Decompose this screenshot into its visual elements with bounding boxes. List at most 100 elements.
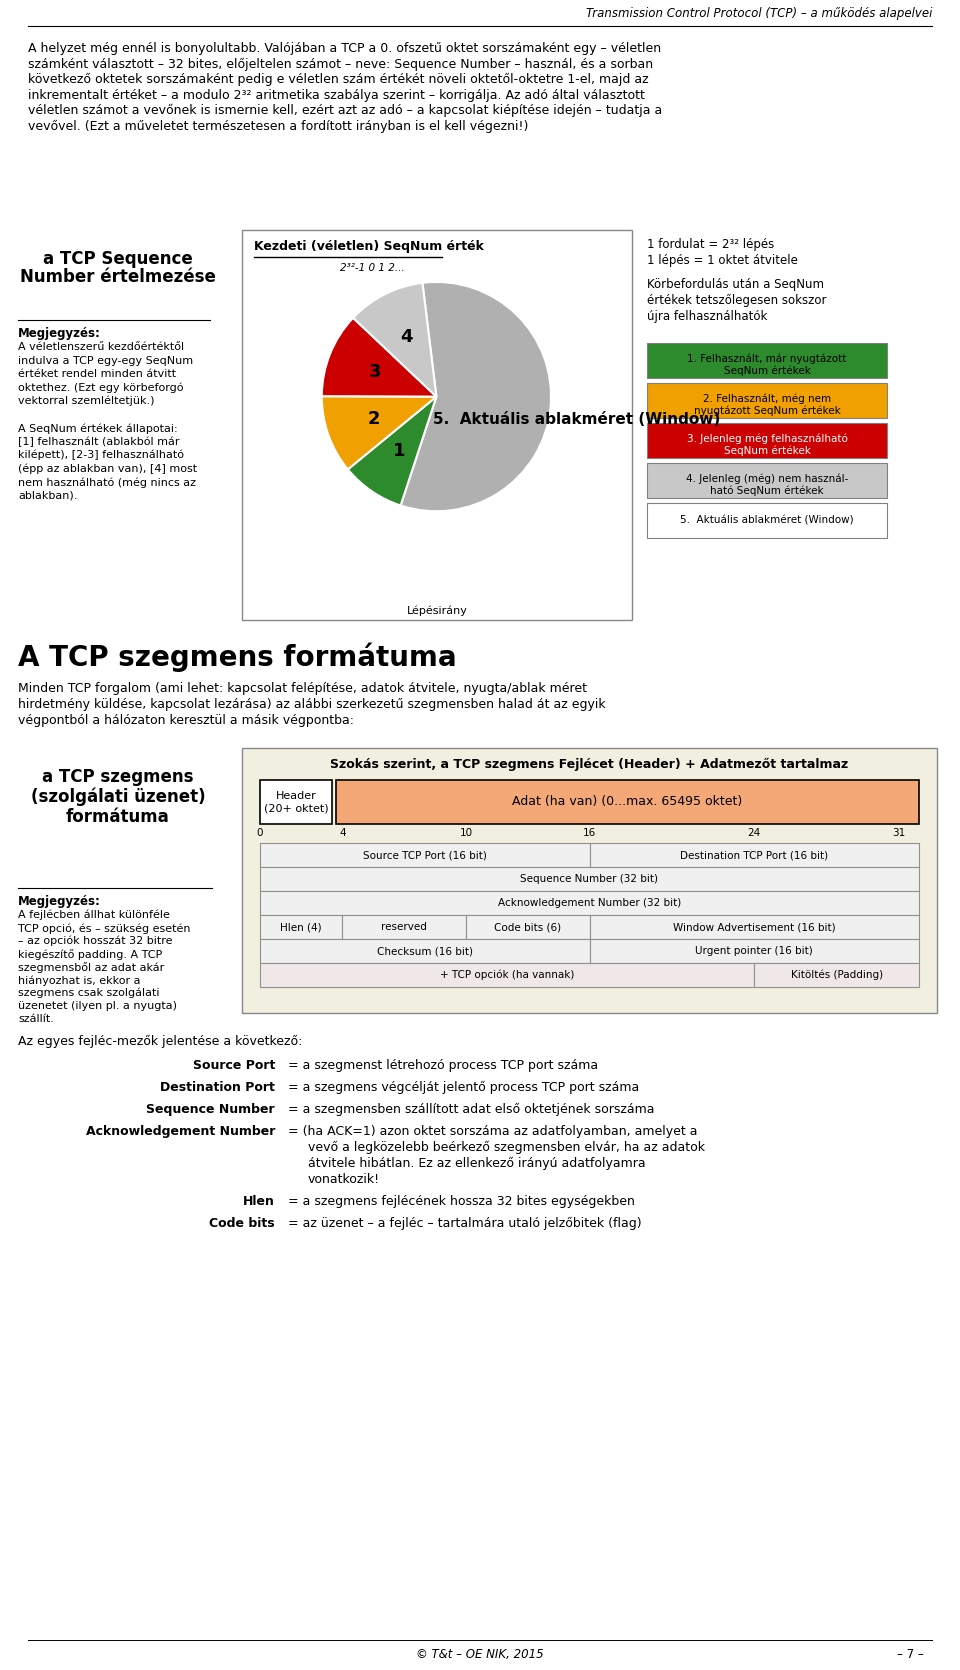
Text: (épp az ablakban van), [4] most: (épp az ablakban van), [4] most bbox=[18, 464, 197, 474]
Text: Source Port: Source Port bbox=[193, 1059, 275, 1072]
Text: értékek tetszőlegesen sokszor: értékek tetszőlegesen sokszor bbox=[647, 294, 827, 307]
FancyBboxPatch shape bbox=[466, 915, 589, 939]
Text: Transmission Control Protocol (TCP) – a működés alapelvei: Transmission Control Protocol (TCP) – a … bbox=[586, 7, 932, 20]
FancyBboxPatch shape bbox=[260, 867, 919, 892]
Text: A véletlenszerű kezdőértéktől: A véletlenszerű kezdőértéktől bbox=[18, 342, 184, 352]
FancyBboxPatch shape bbox=[242, 230, 632, 620]
Text: 1 fordulat = 2³² lépés: 1 fordulat = 2³² lépés bbox=[647, 239, 775, 250]
FancyBboxPatch shape bbox=[647, 463, 887, 498]
Text: 4: 4 bbox=[400, 329, 413, 346]
Text: 1: 1 bbox=[393, 443, 405, 461]
Text: A TCP szegmens formátuma: A TCP szegmens formátuma bbox=[18, 641, 457, 671]
FancyBboxPatch shape bbox=[647, 503, 887, 538]
FancyBboxPatch shape bbox=[647, 423, 887, 458]
Text: Acknowledgement Number: Acknowledgement Number bbox=[85, 1126, 275, 1137]
Text: szegmens csak szolgálati: szegmens csak szolgálati bbox=[18, 989, 159, 999]
Text: végpontból a hálózaton keresztül a másik végpontba:: végpontból a hálózaton keresztül a másik… bbox=[18, 715, 354, 726]
FancyBboxPatch shape bbox=[647, 342, 887, 377]
Text: © T&t – OE NIK, 2015: © T&t – OE NIK, 2015 bbox=[417, 1648, 543, 1662]
Text: következő oktetek sorszámaként pedig e véletlen szám értékét növeli oktetől-okte: következő oktetek sorszámaként pedig e v… bbox=[28, 73, 649, 87]
Text: Szokás szerint, a TCP szegmens Fejlécet (Header) + Adatmezőt tartalmaz: Szokás szerint, a TCP szegmens Fejlécet … bbox=[330, 758, 849, 772]
Text: Az egyes fejléc-mezők jelentése a következő:: Az egyes fejléc-mezők jelentése a követk… bbox=[18, 1035, 302, 1049]
Text: = az üzenet – a fejléc – tartalmára utaló jelzőbitek (flag): = az üzenet – a fejléc – tartalmára utal… bbox=[288, 1217, 641, 1231]
Text: 3. Jelenleg még felhasználható: 3. Jelenleg még felhasználható bbox=[686, 433, 848, 444]
Text: vevő a legközelebb beérkező szegmensben elvár, ha az adatok: vevő a legközelebb beérkező szegmensben … bbox=[308, 1141, 705, 1154]
Text: vonatkozik!: vonatkozik! bbox=[308, 1172, 380, 1186]
Text: kiegészítő padding. A TCP: kiegészítő padding. A TCP bbox=[18, 949, 162, 960]
Text: 5.  Aktuális ablakméret (Window): 5. Aktuális ablakméret (Window) bbox=[681, 516, 853, 526]
Text: 5.  Aktuális ablakméret (Window): 5. Aktuális ablakméret (Window) bbox=[433, 412, 720, 428]
Wedge shape bbox=[353, 282, 437, 396]
Text: Acknowledgement Number (32 bit): Acknowledgement Number (32 bit) bbox=[498, 898, 682, 908]
Wedge shape bbox=[322, 396, 437, 469]
Text: TCP opció, és – szükség esetén: TCP opció, és – szükség esetén bbox=[18, 924, 190, 934]
FancyBboxPatch shape bbox=[260, 892, 919, 915]
Text: átvitele hibátlan. Ez az ellenkező irányú adatfolyamra: átvitele hibátlan. Ez az ellenkező irány… bbox=[308, 1157, 646, 1171]
Text: Hlen (4): Hlen (4) bbox=[280, 922, 322, 932]
Text: = (ha ACK=1) azon oktet sorszáma az adatfolyamban, amelyet a: = (ha ACK=1) azon oktet sorszáma az adat… bbox=[288, 1126, 698, 1137]
Text: Adat (ha van) (0...max. 65495 oktet): Adat (ha van) (0...max. 65495 oktet) bbox=[513, 795, 743, 808]
Text: Sequence Number: Sequence Number bbox=[146, 1102, 275, 1116]
Text: értéket rendel minden átvitt: értéket rendel minden átvitt bbox=[18, 369, 176, 379]
Text: + TCP opciók (ha vannak): + TCP opciók (ha vannak) bbox=[440, 970, 574, 980]
Text: [1] felhasznált (ablakból már: [1] felhasznált (ablakból már bbox=[18, 436, 180, 448]
Text: a TCP szegmens: a TCP szegmens bbox=[42, 768, 194, 787]
Text: hiányozhat is, ekkor a: hiányozhat is, ekkor a bbox=[18, 975, 140, 985]
FancyBboxPatch shape bbox=[260, 939, 589, 964]
FancyBboxPatch shape bbox=[260, 964, 755, 987]
Text: 2³²-1 0 1 2...: 2³²-1 0 1 2... bbox=[340, 262, 404, 272]
Text: indulva a TCP egy-egy SeqNum: indulva a TCP egy-egy SeqNum bbox=[18, 356, 193, 366]
Text: szállít.: szállít. bbox=[18, 1014, 54, 1024]
FancyBboxPatch shape bbox=[336, 780, 919, 823]
Text: Minden TCP forgalom (ami lehet: kapcsolat felépítése, adatok átvitele, nyugta/ab: Minden TCP forgalom (ami lehet: kapcsola… bbox=[18, 681, 587, 695]
Text: 10: 10 bbox=[460, 828, 472, 838]
Text: – 7 –: – 7 – bbox=[897, 1648, 924, 1662]
Text: Hlen: Hlen bbox=[243, 1196, 275, 1207]
Text: Sequence Number (32 bit): Sequence Number (32 bit) bbox=[520, 873, 659, 883]
Text: 31: 31 bbox=[892, 828, 905, 838]
Text: Number értelmezése: Number értelmezése bbox=[20, 267, 216, 286]
Text: számként választott – 32 bites, előjeltelen számot – neve: Sequence Number – has: számként választott – 32 bites, előjelte… bbox=[28, 57, 653, 70]
FancyBboxPatch shape bbox=[589, 939, 919, 964]
Text: 4. Jelenleg (még) nem használ-: 4. Jelenleg (még) nem használ- bbox=[685, 473, 849, 484]
Text: kilépett), [2-3] felhasználható: kilépett), [2-3] felhasználható bbox=[18, 449, 184, 461]
Text: 3: 3 bbox=[369, 362, 381, 381]
Text: szegmensből az adat akár: szegmensből az adat akár bbox=[18, 962, 164, 974]
Text: A helyzet még ennél is bonyolultabb. Valójában a TCP a 0. ofszetű oktet sorszáma: A helyzet még ennél is bonyolultabb. Val… bbox=[28, 42, 661, 55]
Text: a TCP Sequence: a TCP Sequence bbox=[43, 250, 193, 267]
Text: Header
(20+ oktet): Header (20+ oktet) bbox=[264, 792, 328, 813]
Text: újra felhasználhatók: újra felhasználhatók bbox=[647, 311, 767, 322]
Text: Kezdeti (véletlen) SeqNum érték: Kezdeti (véletlen) SeqNum érték bbox=[254, 240, 484, 252]
Text: (szolgálati üzenet): (szolgálati üzenet) bbox=[31, 788, 205, 807]
Text: Kitöltés (Padding): Kitöltés (Padding) bbox=[791, 970, 882, 980]
Text: 2. Felhasznált, még nem: 2. Felhasznált, még nem bbox=[703, 392, 831, 404]
Text: SeqNum értékek: SeqNum értékek bbox=[724, 366, 810, 376]
Text: 2: 2 bbox=[368, 409, 380, 428]
FancyBboxPatch shape bbox=[647, 382, 887, 418]
Text: Megjegyzés:: Megjegyzés: bbox=[18, 327, 101, 341]
Text: Destination Port: Destination Port bbox=[160, 1080, 275, 1094]
Text: Window Advertisement (16 bit): Window Advertisement (16 bit) bbox=[673, 922, 835, 932]
Text: SeqNum értékek: SeqNum értékek bbox=[724, 444, 810, 456]
Text: A fejlécben állhat különféle: A fejlécben állhat különféle bbox=[18, 910, 170, 920]
Wedge shape bbox=[322, 317, 437, 396]
Text: ható SeqNum értékek: ható SeqNum értékek bbox=[710, 484, 824, 496]
Text: Urgent pointer (16 bit): Urgent pointer (16 bit) bbox=[695, 945, 813, 955]
FancyBboxPatch shape bbox=[242, 748, 937, 1014]
FancyBboxPatch shape bbox=[589, 843, 919, 867]
Text: 24: 24 bbox=[748, 828, 761, 838]
Text: = a szegmens végcélját jelentő process TCP port száma: = a szegmens végcélját jelentő process T… bbox=[288, 1080, 639, 1094]
FancyBboxPatch shape bbox=[260, 843, 589, 867]
Text: Lépésirány: Lépésirány bbox=[407, 605, 468, 616]
Text: = a szegmenst létrehozó process TCP port száma: = a szegmenst létrehozó process TCP port… bbox=[288, 1059, 598, 1072]
FancyBboxPatch shape bbox=[755, 964, 919, 987]
Text: oktethez. (Ezt egy körbeforgó: oktethez. (Ezt egy körbeforgó bbox=[18, 382, 183, 392]
Text: – az opciók hosszát 32 bitre: – az opciók hosszát 32 bitre bbox=[18, 935, 173, 947]
Text: 16: 16 bbox=[583, 828, 596, 838]
FancyBboxPatch shape bbox=[260, 780, 332, 823]
Text: vevővel. (Ezt a műveletet természetesen a fordított irányban is el kell végezni!: vevővel. (Ezt a műveletet természetesen … bbox=[28, 120, 528, 132]
Text: inkrementalt értéket – a modulo 2³² aritmetika szabálya szerint – korrigálja. Az: inkrementalt értéket – a modulo 2³² arit… bbox=[28, 89, 645, 102]
Text: nyugtázott SeqNum értékek: nyugtázott SeqNum értékek bbox=[694, 406, 840, 416]
Text: = a szegmens fejlécének hossza 32 bites egységekben: = a szegmens fejlécének hossza 32 bites … bbox=[288, 1196, 635, 1207]
Text: formátuma: formátuma bbox=[66, 808, 170, 827]
